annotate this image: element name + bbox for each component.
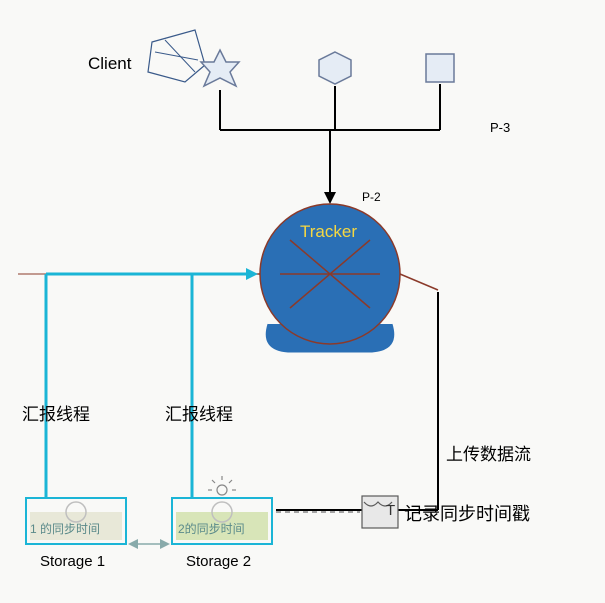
report-thread-1-label: 汇报线程 [22,400,90,425]
hexagon-shape [319,52,351,84]
square-shape [426,54,454,82]
arrowhead-tracker [324,192,336,204]
sync-arrow-l [128,539,138,549]
storage2-label: Storage 2 [186,553,251,570]
tracker-right-stub [400,274,438,290]
p2-label: P-2 [362,190,381,204]
storage1-inner-text: 1 的同步时间 [30,520,100,537]
paper-icon [148,30,205,82]
tracker-label: Tracker [300,222,357,242]
upload-stream-label: 上传数据流 [446,440,531,465]
diagram-canvas: Client P-3 P-2 Tracker 汇报线程 汇报线程 上传数据流 1… [0,0,605,603]
timestamp-note-text: 记录同步时间戳 [404,500,530,526]
sync-arrow-r [160,539,170,549]
storage1-label: Storage 1 [40,553,105,570]
p3-label: P-3 [490,120,510,135]
storage2-inner-text: 2的同步时间 [178,520,245,537]
client-label: Client [88,54,131,74]
report-thread-2-label: 汇报线程 [165,400,233,425]
cyan-arrowhead [246,268,258,280]
light-icon [208,476,236,495]
timestamp-icon-letter: T [386,502,395,519]
star-shape [201,50,239,86]
